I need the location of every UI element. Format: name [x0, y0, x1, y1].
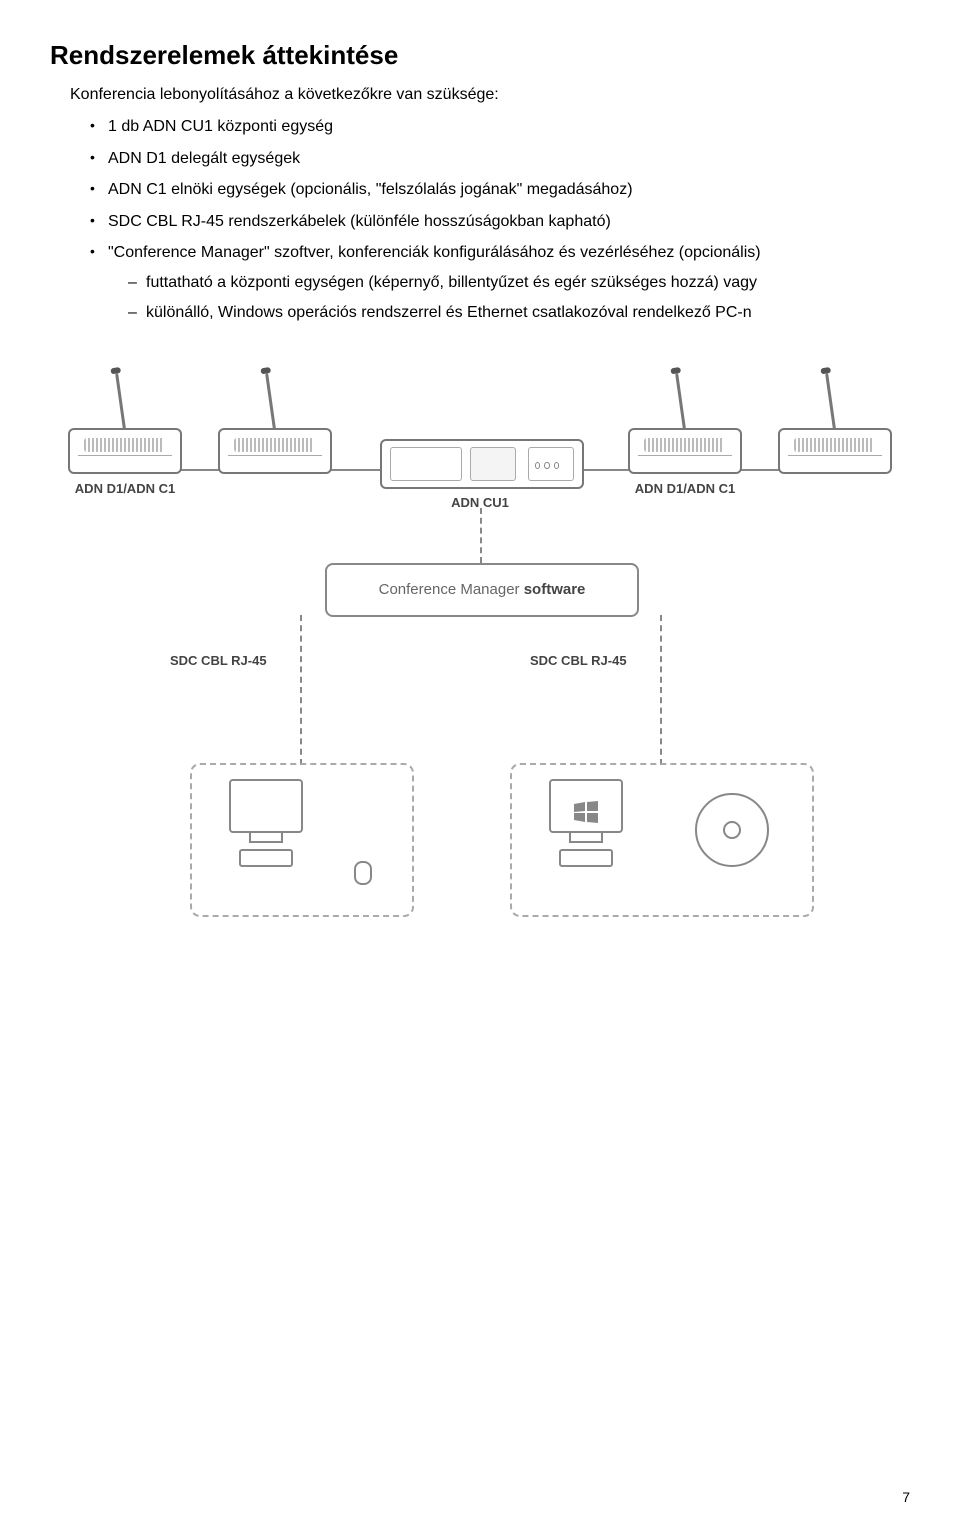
monitor-icon	[229, 779, 303, 833]
monitor-icon	[549, 779, 623, 833]
optional-pc-cd-group	[510, 763, 814, 917]
software-label-bold: software	[524, 581, 586, 598]
intro-text: Konferencia lebonyolításához a következő…	[70, 86, 910, 104]
list-item-text: "Conference Manager" szoftver, konferenc…	[108, 244, 761, 261]
list-item: SDC CBL RJ-45 rendszerkábelek (különféle…	[90, 211, 910, 233]
delegate-unit-icon: ADN D1/ADN C1	[50, 373, 200, 513]
cd-icon	[695, 793, 769, 867]
list-item: ADN C1 elnöki egységek (opcionális, "fel…	[90, 179, 910, 201]
delegate-unit-icon: ADN D1/ADN C1	[610, 373, 760, 513]
sub-list: futtatható a központi egységen (képernyő…	[128, 272, 910, 323]
mouse-icon	[354, 861, 372, 885]
page-title: Rendszerelemek áttekintése	[50, 40, 910, 71]
requirements-list: 1 db ADN CU1 központi egység ADN D1 dele…	[90, 116, 910, 323]
delegate-unit-icon	[760, 373, 910, 513]
software-label-prefix: Conference Manager	[379, 581, 524, 598]
list-item: ADN D1 delegált egységek	[90, 148, 910, 170]
station-label: ADN D1/ADN C1	[75, 481, 175, 496]
dashed-connector	[660, 615, 662, 765]
dashed-connector	[480, 508, 482, 563]
delegate-unit-icon	[200, 373, 350, 513]
keyboard-icon	[559, 849, 613, 867]
keyboard-icon	[239, 849, 293, 867]
software-box: Conference Manager software	[325, 563, 639, 617]
cable-label-right: SDC CBL RJ-45	[530, 653, 627, 668]
sub-list-item: futtatható a központi egységen (képernyő…	[128, 272, 910, 294]
cable-label-left: SDC CBL RJ-45	[170, 653, 267, 668]
page-number: 7	[902, 1489, 910, 1505]
optional-pc-group	[190, 763, 414, 917]
sub-list-item: különálló, Windows operációs rendszerrel…	[128, 302, 910, 324]
windows-logo-icon	[573, 801, 599, 823]
system-diagram: ADN D1/ADN C1 ADN CU1 ADN D1/ADN C1 Conf…	[70, 353, 890, 1033]
list-item: 1 db ADN CU1 központi egység	[90, 116, 910, 138]
list-item: "Conference Manager" szoftver, konferenc…	[90, 242, 910, 323]
dashed-connector	[300, 615, 302, 765]
station-label: ADN D1/ADN C1	[635, 481, 735, 496]
